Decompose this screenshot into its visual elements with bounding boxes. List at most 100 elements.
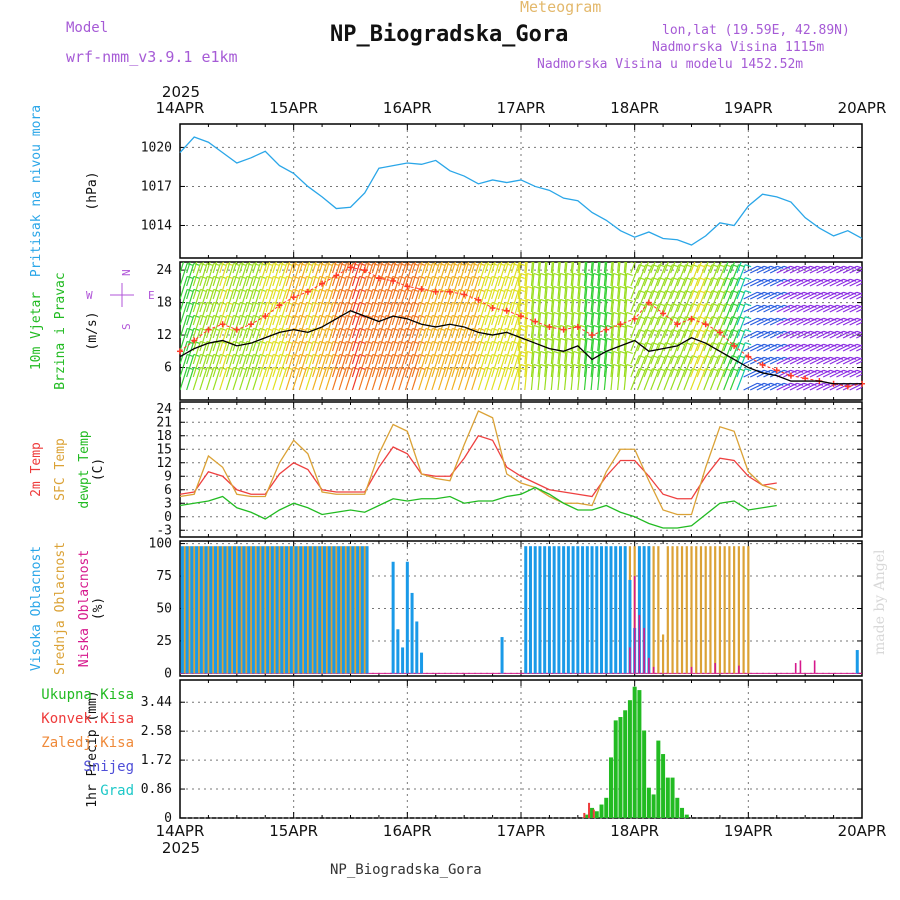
wind-barb (497, 263, 506, 287)
wind-barb (803, 356, 818, 365)
wind-barb-flag (505, 250, 511, 252)
wind-barb-flag (419, 366, 426, 371)
wind-barb-flag (360, 250, 366, 252)
precip-total-bar (661, 754, 666, 818)
wind-barb-flag (816, 278, 824, 282)
wind-barb (670, 262, 676, 274)
wind-barb (756, 382, 771, 391)
wind-barb (570, 325, 575, 352)
wind-barb (504, 315, 513, 339)
wind-barb-flag (438, 314, 446, 319)
wind-barb-flag (472, 314, 479, 319)
wind-barb-flag (260, 250, 266, 252)
wind-barb-flag (445, 340, 452, 345)
wind-barb (345, 315, 354, 339)
wind-barb-flag (193, 366, 200, 371)
wind-barb-flag (379, 250, 385, 252)
x-tick-label-top: 19APR (724, 99, 773, 117)
wind-barb (312, 367, 321, 391)
wind-barb-flag (534, 247, 540, 249)
wind-barb (729, 262, 736, 274)
high-cloud-bar (500, 637, 504, 674)
wind-barb (656, 342, 667, 365)
wind-barb (325, 289, 334, 313)
wind-barb-flag (626, 324, 633, 328)
wind-barb (796, 291, 811, 300)
wind-barb (205, 289, 215, 313)
wind-barb-flag (279, 327, 287, 332)
y-tick-label: 24 (156, 402, 172, 417)
mid-cloud-bar (339, 546, 343, 674)
wind-barb-flag (757, 304, 764, 308)
wind-barb (484, 341, 493, 365)
high-cloud-bar (209, 546, 213, 674)
mid-cloud-bar (695, 546, 698, 674)
wind-barb (723, 277, 733, 300)
high-cloud-bar (628, 579, 632, 674)
wind-barb-flag (392, 301, 399, 306)
wind-barb (537, 364, 542, 391)
wind-barb (464, 328, 473, 352)
wind-barb (404, 354, 414, 378)
wind-barb (192, 367, 201, 391)
wind-barb (769, 291, 785, 300)
wind-barb (192, 302, 201, 326)
wind-barb-flag (220, 366, 227, 371)
wind-barb (590, 273, 595, 300)
wind-barb (683, 342, 693, 365)
wind-barb-flag (744, 290, 752, 294)
wind-barb (424, 315, 434, 339)
wind-barb (743, 382, 758, 391)
wind-barb (457, 302, 467, 326)
wind-barb (749, 382, 765, 391)
wind-barb-flag (863, 331, 869, 333)
wind-barb (689, 290, 700, 313)
wind-barb (180, 341, 188, 365)
wind-barb (391, 367, 400, 391)
wind-barb (510, 354, 520, 378)
wind-barb (796, 304, 811, 313)
wind-barb (537, 312, 542, 339)
wind-barb (444, 289, 453, 313)
wind-barb (849, 292, 862, 300)
wind-barb (298, 263, 308, 287)
wind-barb (199, 367, 208, 391)
wind-barb (404, 262, 410, 274)
wind-barb-flag (554, 247, 560, 249)
mid-cloud-bar (661, 634, 665, 674)
wind-barb (232, 367, 241, 391)
wind-barb-flag (863, 370, 869, 372)
high-cloud-bar (313, 546, 317, 674)
wind-barb (199, 302, 208, 326)
wind-barb-flag (757, 343, 764, 347)
wind-barb (444, 315, 453, 339)
wind-barb (239, 354, 248, 378)
wind-barb-flag (472, 366, 479, 371)
wind-barb-flag (511, 288, 519, 293)
wind-barb (517, 351, 522, 378)
high-cloud-bar (604, 546, 608, 674)
wind-barb (530, 364, 535, 391)
wind-barb (703, 316, 713, 339)
mid-cloud-bar (226, 546, 229, 674)
wind-barb-flag (757, 291, 764, 295)
wind-barb (484, 289, 493, 313)
y-axis-label: Brzina i Pravac (53, 272, 68, 389)
wind-barb-flag (790, 369, 797, 373)
wind-barb-flag (425, 301, 433, 306)
y-axis-label: 2m Temp (29, 442, 44, 497)
wind-barb (258, 315, 268, 339)
wind-barb-flag (499, 250, 505, 252)
wind-barb (856, 282, 862, 287)
wind-barb-flag (419, 314, 426, 319)
wind-barb (763, 265, 778, 274)
wind-barb-flag (359, 301, 366, 306)
wind-barb-flag (790, 291, 797, 295)
wind-barb-flag (452, 340, 459, 345)
wind-barb (186, 276, 195, 300)
mid-cloud-bar (671, 546, 674, 674)
wind-barb (331, 315, 341, 339)
wind-barb-flag (299, 366, 307, 371)
mid-cloud-bar (278, 546, 281, 674)
wind-barb-flag (332, 262, 340, 267)
